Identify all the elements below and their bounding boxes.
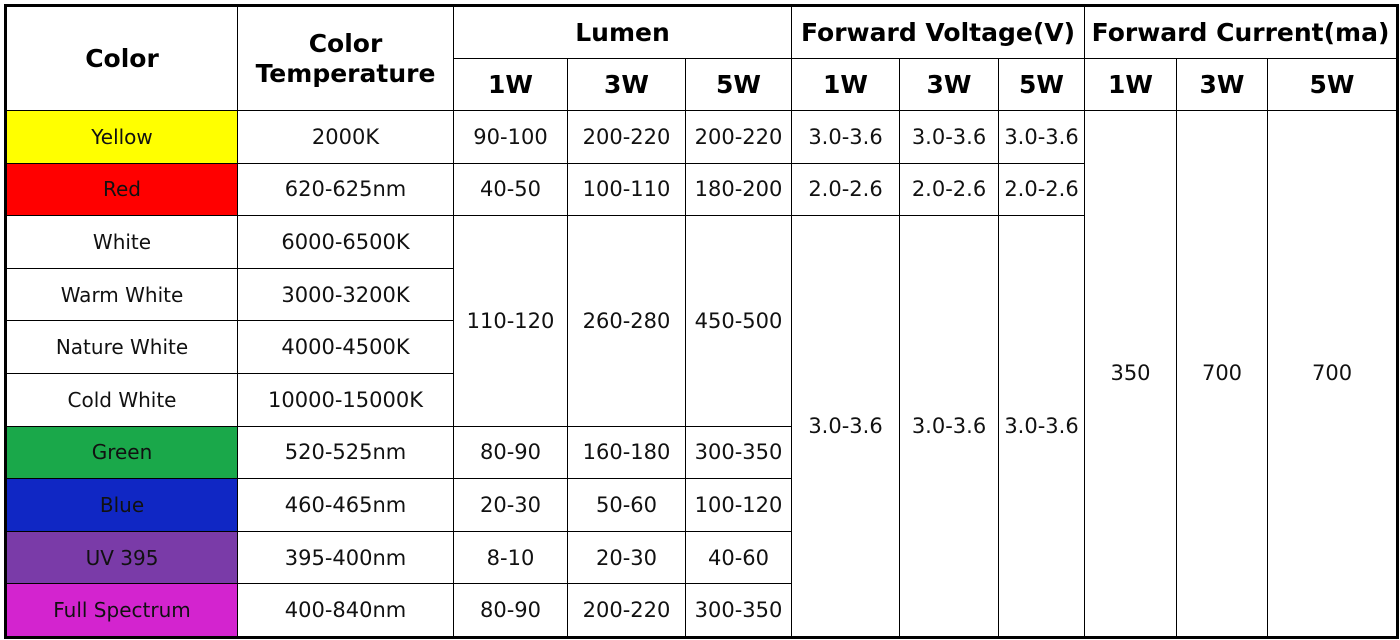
value-cell: 40-50 bbox=[453, 162, 568, 217]
sub-header: 5W bbox=[685, 58, 792, 111]
table-body: Yellow 2000K 90-100 200-220 200-220 3.0-3.6 3.… bbox=[5, 110, 1399, 638]
value-cell: 3.0-3.6 bbox=[899, 215, 999, 638]
color-cell: Red bbox=[5, 162, 238, 217]
value-cell: 160-180 bbox=[567, 425, 686, 480]
value-cell: 200-220 bbox=[567, 583, 686, 638]
value-cell: 20-30 bbox=[453, 478, 568, 532]
color-cell: Yellow bbox=[5, 110, 238, 164]
data-row: Red 620-625nm 40-50 100-110 180-200 2.0-2.6 2.… bbox=[5, 162, 1398, 217]
value-cell: 395-400nm bbox=[237, 530, 454, 585]
sub-header: 3W bbox=[1176, 58, 1268, 111]
data-row: Green 520-525nm 80-90 160-180 300-350 bbox=[5, 425, 1398, 480]
data-row: Nature White 4000-4500K bbox=[5, 320, 1398, 374]
data-row: Cold White 10000-15000K bbox=[5, 372, 1398, 427]
header-row: 1W 3W 5W 1W 3W 5W 1W 3W 5W bbox=[6, 58, 1399, 111]
value-cell: 3000-3200K bbox=[237, 267, 454, 322]
sub-header: 1W bbox=[1084, 58, 1177, 111]
value-cell: 200-220 bbox=[567, 110, 686, 164]
color-cell: Full Spectrum bbox=[5, 583, 238, 638]
color-cell: UV 395 bbox=[5, 530, 238, 585]
sub-header: 5W bbox=[1266, 58, 1399, 111]
header-row: Color Color Temperature Lumen Forward Volta… bbox=[5, 5, 1399, 111]
value-cell: 520-525nm bbox=[237, 425, 454, 480]
color-cell: Cold White bbox=[5, 372, 238, 427]
group-header: Lumen bbox=[453, 5, 792, 59]
value-cell: 200-220 bbox=[685, 110, 792, 164]
value-cell: 10000-15000K bbox=[237, 372, 454, 427]
value-cell: 300-350 bbox=[685, 583, 792, 638]
value-cell: 260-280 bbox=[567, 215, 686, 427]
value-cell: 3.0-3.6 bbox=[791, 110, 900, 164]
value-cell: 20-30 bbox=[567, 530, 686, 585]
value-cell: 3.0-3.6 bbox=[791, 215, 900, 638]
value-cell: 2000K bbox=[237, 110, 454, 164]
value-cell: 300-350 bbox=[685, 425, 792, 480]
sub-header: 1W bbox=[791, 58, 900, 111]
value-cell: 40-60 bbox=[685, 530, 792, 585]
value-cell: 100-110 bbox=[567, 162, 686, 217]
value-cell: 3.0-3.6 bbox=[998, 110, 1085, 164]
value-cell: 700 bbox=[1176, 110, 1268, 638]
data-row: Blue 460-465nm 20-30 50-60 100-120 bbox=[5, 478, 1398, 532]
color-cell: Blue bbox=[5, 478, 238, 532]
spec-table: Color Color Temperature Lumen Forward Volta… bbox=[4, 4, 1400, 639]
value-cell: 100-120 bbox=[685, 478, 792, 532]
sub-header: 5W bbox=[998, 58, 1085, 111]
value-cell: 700 bbox=[1266, 110, 1399, 638]
sub-header: 1W bbox=[453, 58, 568, 111]
header-cell: Color bbox=[5, 5, 238, 111]
value-cell: 3.0-3.6 bbox=[998, 215, 1085, 638]
group-header: Forward Voltage(V) bbox=[791, 5, 1085, 59]
group-header: Forward Current(ma) bbox=[1083, 5, 1399, 59]
value-cell: 450-500 bbox=[685, 215, 792, 427]
sub-header: 3W bbox=[567, 58, 686, 111]
value-cell: 2.0-2.6 bbox=[791, 162, 900, 217]
data-row: Full Spectrum 400-840nm 80-90 200-220 300-35… bbox=[5, 583, 1398, 638]
value-cell: 80-90 bbox=[453, 425, 568, 480]
value-cell: 80-90 bbox=[453, 583, 568, 638]
value-cell: 90-100 bbox=[453, 110, 568, 164]
header-cell: Color Temperature bbox=[237, 5, 454, 111]
table-header: Color Color Temperature Lumen Forward Volta… bbox=[5, 5, 1399, 111]
value-cell: 400-840nm bbox=[237, 583, 454, 638]
color-cell: Warm White bbox=[5, 267, 238, 322]
value-cell: 2.0-2.6 bbox=[998, 162, 1085, 217]
data-row: White 6000-6500K 110-120 260-280 450-500 3.0-… bbox=[5, 215, 1398, 638]
value-cell: 460-465nm bbox=[237, 478, 454, 532]
value-cell: 3.0-3.6 bbox=[899, 110, 999, 164]
value-cell: 180-200 bbox=[685, 162, 792, 217]
value-cell: 8-10 bbox=[453, 530, 568, 585]
value-cell: 620-625nm bbox=[237, 162, 454, 217]
color-cell: Nature White bbox=[5, 320, 238, 374]
value-cell: 2.0-2.6 bbox=[899, 162, 999, 217]
value-cell: 50-60 bbox=[567, 478, 686, 532]
value-cell: 6000-6500K bbox=[237, 215, 454, 269]
value-cell: 4000-4500K bbox=[237, 320, 454, 374]
value-cell: 110-120 bbox=[453, 215, 568, 427]
data-row: UV 395 395-400nm 8-10 20-30 40-60 bbox=[5, 530, 1398, 585]
data-row: Warm White 3000-3200K bbox=[5, 267, 1398, 322]
sub-header: 3W bbox=[899, 58, 999, 111]
color-cell: White bbox=[5, 215, 238, 269]
value-cell: 350 bbox=[1084, 110, 1177, 638]
data-row: Yellow 2000K 90-100 200-220 200-220 3.0-3.6 3.… bbox=[5, 110, 1399, 638]
color-cell: Green bbox=[5, 425, 238, 480]
